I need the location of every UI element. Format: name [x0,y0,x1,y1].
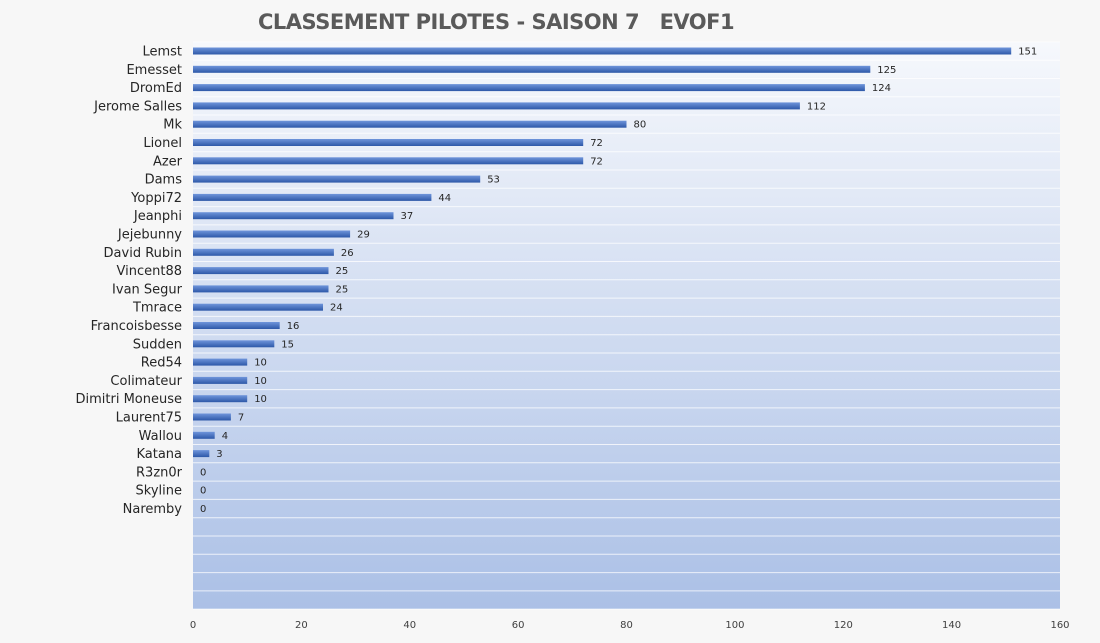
bar [193,47,1012,55]
x-tick-label: 100 [725,620,744,631]
category-label: Katana [136,447,182,462]
bar [193,303,323,311]
value-label: 44 [438,193,451,204]
category-label: Ivan Segur [112,282,183,297]
value-label: 72 [590,138,603,149]
bar [193,139,584,146]
x-axis-ticks: 0 20 40 60 80 100 120 140 160 [190,620,1070,631]
bar [193,248,334,256]
category-label: Naremby [123,502,183,517]
bar [193,285,329,293]
bar [193,102,800,110]
value-label: 10 [254,394,267,405]
category-labels: Lemst Emesset DromEd Jerome Salles Mk Lionel A… [75,45,182,518]
value-label: 0 [200,504,206,515]
value-label: 0 [200,467,206,478]
category-label: Colimateur [110,374,182,389]
category-label: Skyline [136,484,182,499]
x-tick-label: 0 [190,620,196,631]
category-label: Emesset [126,63,182,78]
plot-area [193,42,1060,609]
bar [193,450,210,458]
bar [193,230,351,238]
x-tick-label: 80 [620,620,633,631]
category-label: Yoppi72 [130,191,182,206]
category-label: Jerome Salles [93,99,182,114]
category-label: Wallou [139,429,182,444]
x-tick-label: 40 [403,620,416,631]
x-tick-label: 20 [295,620,308,631]
category-label: Lemst [142,45,182,60]
category-label: Sudden [133,337,182,352]
bar [193,340,275,348]
bar [193,212,394,220]
category-label: Azer [153,154,183,169]
chart-title: CLASSEMENT PILOTES - SAISON 7 EVOF1 [258,10,735,34]
value-label: 125 [877,65,896,76]
bar [193,193,432,201]
value-label: 25 [336,266,349,277]
category-label: Dimitri Moneuse [75,392,182,407]
bar [193,322,280,329]
value-label: 10 [254,376,267,387]
category-label: DromEd [130,81,182,96]
category-label: Mk [163,118,182,133]
bar [193,376,248,384]
bar [193,267,329,275]
bar [193,157,584,165]
bar [193,358,248,366]
category-label: Lionel [143,136,182,151]
bar [193,175,481,183]
value-label: 10 [254,358,267,369]
value-label: 112 [807,101,826,112]
value-label: 16 [287,321,300,332]
value-label: 0 [200,486,206,497]
x-tick-label: 160 [1050,620,1069,631]
value-label: 80 [634,120,647,131]
value-label: 37 [401,211,414,222]
category-label: R3zn0r [136,465,183,480]
value-label: 25 [336,284,349,295]
category-label: Tmrace [132,301,182,316]
value-label: 29 [357,230,370,241]
value-label: 53 [487,175,500,186]
gridlines [193,41,1060,610]
value-label: 24 [330,303,343,314]
bar [193,65,871,73]
category-label: Laurent75 [116,411,182,426]
x-tick-label: 60 [512,620,525,631]
category-label: Jeanphi [133,209,182,224]
bar [193,120,627,128]
value-label: 4 [222,431,228,442]
bar [193,84,865,92]
bars [193,47,1012,458]
x-tick-label: 140 [942,620,961,631]
value-label: 26 [341,248,354,259]
value-label: 3 [216,449,222,460]
bar [193,431,215,439]
category-label: Vincent88 [117,264,182,279]
value-label: 124 [872,83,891,94]
category-label: Red54 [141,356,182,371]
x-tick-label: 120 [834,620,853,631]
bar [193,413,231,421]
category-label: David Rubin [104,246,182,261]
value-label: 15 [281,339,294,350]
value-label: 7 [238,413,244,424]
value-label: 151 [1018,47,1037,58]
category-label: Francoisbesse [91,319,182,334]
category-label: Jejebunny [117,228,182,243]
category-label: Dams [145,173,183,188]
value-label: 72 [590,156,603,167]
value-labels: 1511251241128072725344372926252524161510… [200,47,1037,516]
bar [193,395,248,403]
